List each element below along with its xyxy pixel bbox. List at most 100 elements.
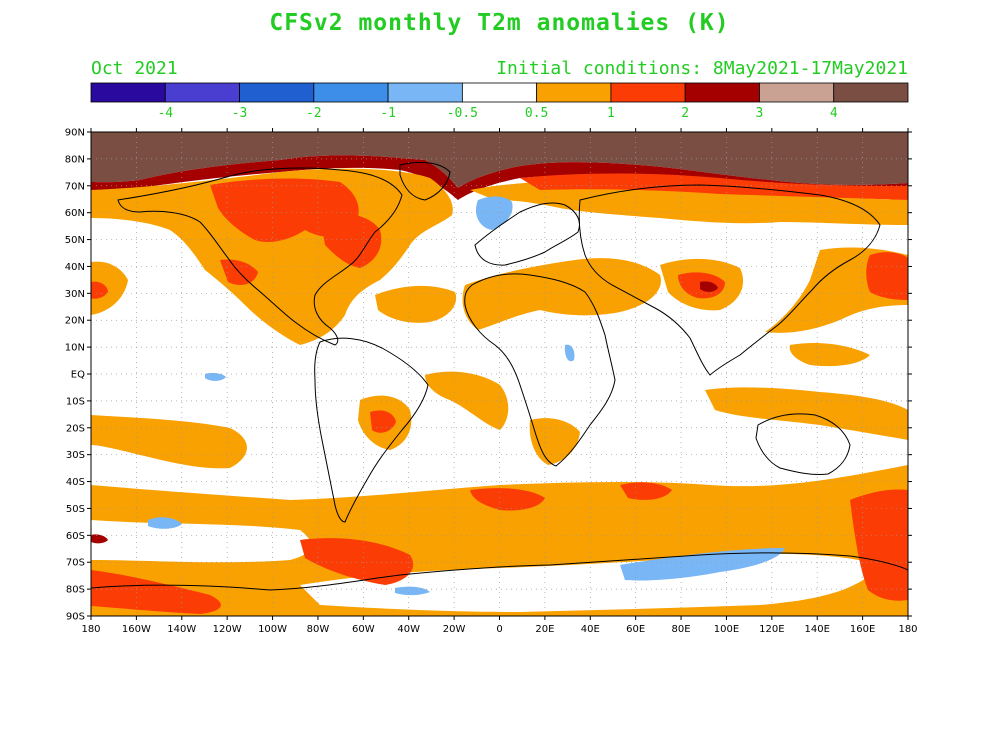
colorbar-label-8: 3: [756, 106, 764, 121]
lon-label-15: 120E: [759, 624, 784, 635]
colorbar-swatch-3: [313, 82, 389, 103]
colorbar-swatch-8: [684, 82, 760, 103]
n-atlantic-orange: [375, 285, 457, 323]
lon-label-2: 140W: [167, 624, 196, 635]
s-ocean-blue-1: [148, 517, 182, 529]
lon-label-14: 100E: [714, 624, 739, 635]
s-ocean-red-5: [620, 482, 672, 500]
lat-label-0: 90N: [65, 128, 85, 139]
colorbar-label-2: -2: [306, 106, 322, 121]
colorbar-swatch-1: [164, 82, 240, 103]
eurasia-orange: [470, 180, 908, 225]
colorbar-label-6: 1: [607, 106, 615, 121]
antarctic-blue: [620, 548, 785, 581]
s-pacific-orange-west: [91, 415, 247, 469]
lon-label-6: 60W: [352, 624, 375, 635]
lat-label-16: 70S: [66, 558, 85, 569]
lat-label-11: 20S: [66, 423, 85, 434]
coast-north-america: [117, 167, 403, 346]
lon-label-10: 20E: [535, 624, 554, 635]
colorbar-label-7: 2: [681, 106, 689, 121]
colorbar-swatch-6: [536, 82, 612, 103]
lat-label-10: 10S: [66, 396, 85, 407]
s-ocean-red-4: [470, 488, 545, 511]
chart-title: CFSv2 monthly T2m anomalies (K): [269, 10, 730, 36]
pacific-ne-red: [866, 252, 908, 300]
s-ocean-darkred-1: [91, 534, 108, 544]
colorbar-label-0: -4: [157, 106, 173, 121]
lat-label-4: 50N: [65, 235, 85, 246]
lon-label-7: 40W: [397, 624, 420, 635]
lon-label-12: 60E: [626, 624, 645, 635]
lon-label-4: 100W: [258, 624, 287, 635]
lon-label-0: 180: [81, 624, 100, 635]
colorbar-label-9: 4: [830, 106, 838, 121]
coast-antarctica: [91, 552, 908, 591]
colorbar-swatch-0: [90, 82, 166, 103]
pacific-nw-red: [91, 281, 108, 299]
colorbar-swatch-9: [759, 82, 835, 103]
longitude-labels: 180 160W 140W 120W 100W 80W 60W 40W 20W 0 20E 40E 60…: [81, 624, 917, 635]
lon-label-1: 160W: [122, 624, 151, 635]
lat-label-13: 40S: [66, 477, 85, 488]
lat-label-6: 30N: [65, 289, 85, 300]
colorbar: [90, 82, 909, 103]
colorbar-swatch-2: [239, 82, 315, 103]
nh-red-1: [210, 178, 359, 242]
lat-label-3: 60N: [65, 208, 85, 219]
atlantic-blue: [475, 196, 513, 230]
lon-label-5: 80W: [307, 624, 330, 635]
lon-label-18: 180: [898, 624, 917, 635]
nh-red-2: [320, 213, 382, 268]
lon-label-11: 40E: [581, 624, 600, 635]
s-ocean-red-2: [91, 570, 221, 614]
pacific-nw-orange: [91, 261, 128, 315]
coast-asia: [578, 184, 881, 376]
colorbar-swatch-7: [610, 82, 686, 103]
lat-label-14: 50S: [66, 504, 85, 515]
africa-mideast-orange: [462, 258, 661, 330]
lon-label-16: 140E: [805, 624, 830, 635]
coast-australia: [755, 413, 851, 475]
eurasia-red: [520, 173, 908, 200]
lat-label-1: 80N: [65, 154, 85, 165]
s-ocean-red-3: [850, 489, 908, 601]
lon-label-3: 120W: [213, 624, 242, 635]
eq-pacific-blue: [205, 373, 226, 381]
colorbar-label-5: 0.5: [525, 106, 548, 121]
colorbar-labels: -4 -3 -2 -1 -0.5 0.5 1 2 3 4: [157, 106, 837, 121]
initial-conditions: Initial conditions: 8May2021-17May2021: [496, 58, 908, 79]
axis-ticks: [87, 128, 912, 620]
tibet-darkred: [700, 281, 718, 292]
colorbar-label-1: -3: [232, 106, 248, 121]
colorbar-swatch-5: [461, 82, 538, 103]
latitude-labels: 90N 80N 70N 60N 50N 40N 30N 20N 10N EQ 10S 20S 30S 40…: [65, 128, 85, 623]
lon-label-9: 0: [496, 624, 502, 635]
lat-label-5: 40N: [65, 262, 85, 273]
arctic-anomaly-4: [91, 132, 908, 188]
coast-europe: [474, 202, 580, 266]
coastlines: [91, 161, 908, 591]
e-africa-blue: [564, 344, 575, 362]
coast-greenland: [399, 161, 451, 201]
coast-africa: [464, 273, 616, 467]
southern-ocean-white-gap: [91, 520, 311, 563]
colorbar-swatch-10: [833, 82, 909, 103]
coast-south-america: [314, 337, 429, 523]
eq-pacific-orange: [789, 343, 870, 367]
lon-label-17: 160E: [850, 624, 875, 635]
s-america-red: [370, 410, 396, 433]
lat-label-2: 70N: [65, 181, 85, 192]
colorbar-label-4: -0.5: [447, 106, 478, 121]
lat-label-8: 10N: [65, 343, 85, 354]
lat-label-18: 90S: [66, 612, 85, 623]
lat-label-12: 30S: [66, 450, 85, 461]
forecast-month: Oct 2021: [91, 58, 178, 79]
anomaly-field: [91, 132, 908, 616]
lat-lon-grid: [91, 132, 908, 616]
lon-label-8: 20W: [443, 624, 466, 635]
lat-label-17: 80S: [66, 585, 85, 596]
lat-label-15: 60S: [66, 531, 85, 542]
antarctic-blue-2: [395, 586, 430, 596]
